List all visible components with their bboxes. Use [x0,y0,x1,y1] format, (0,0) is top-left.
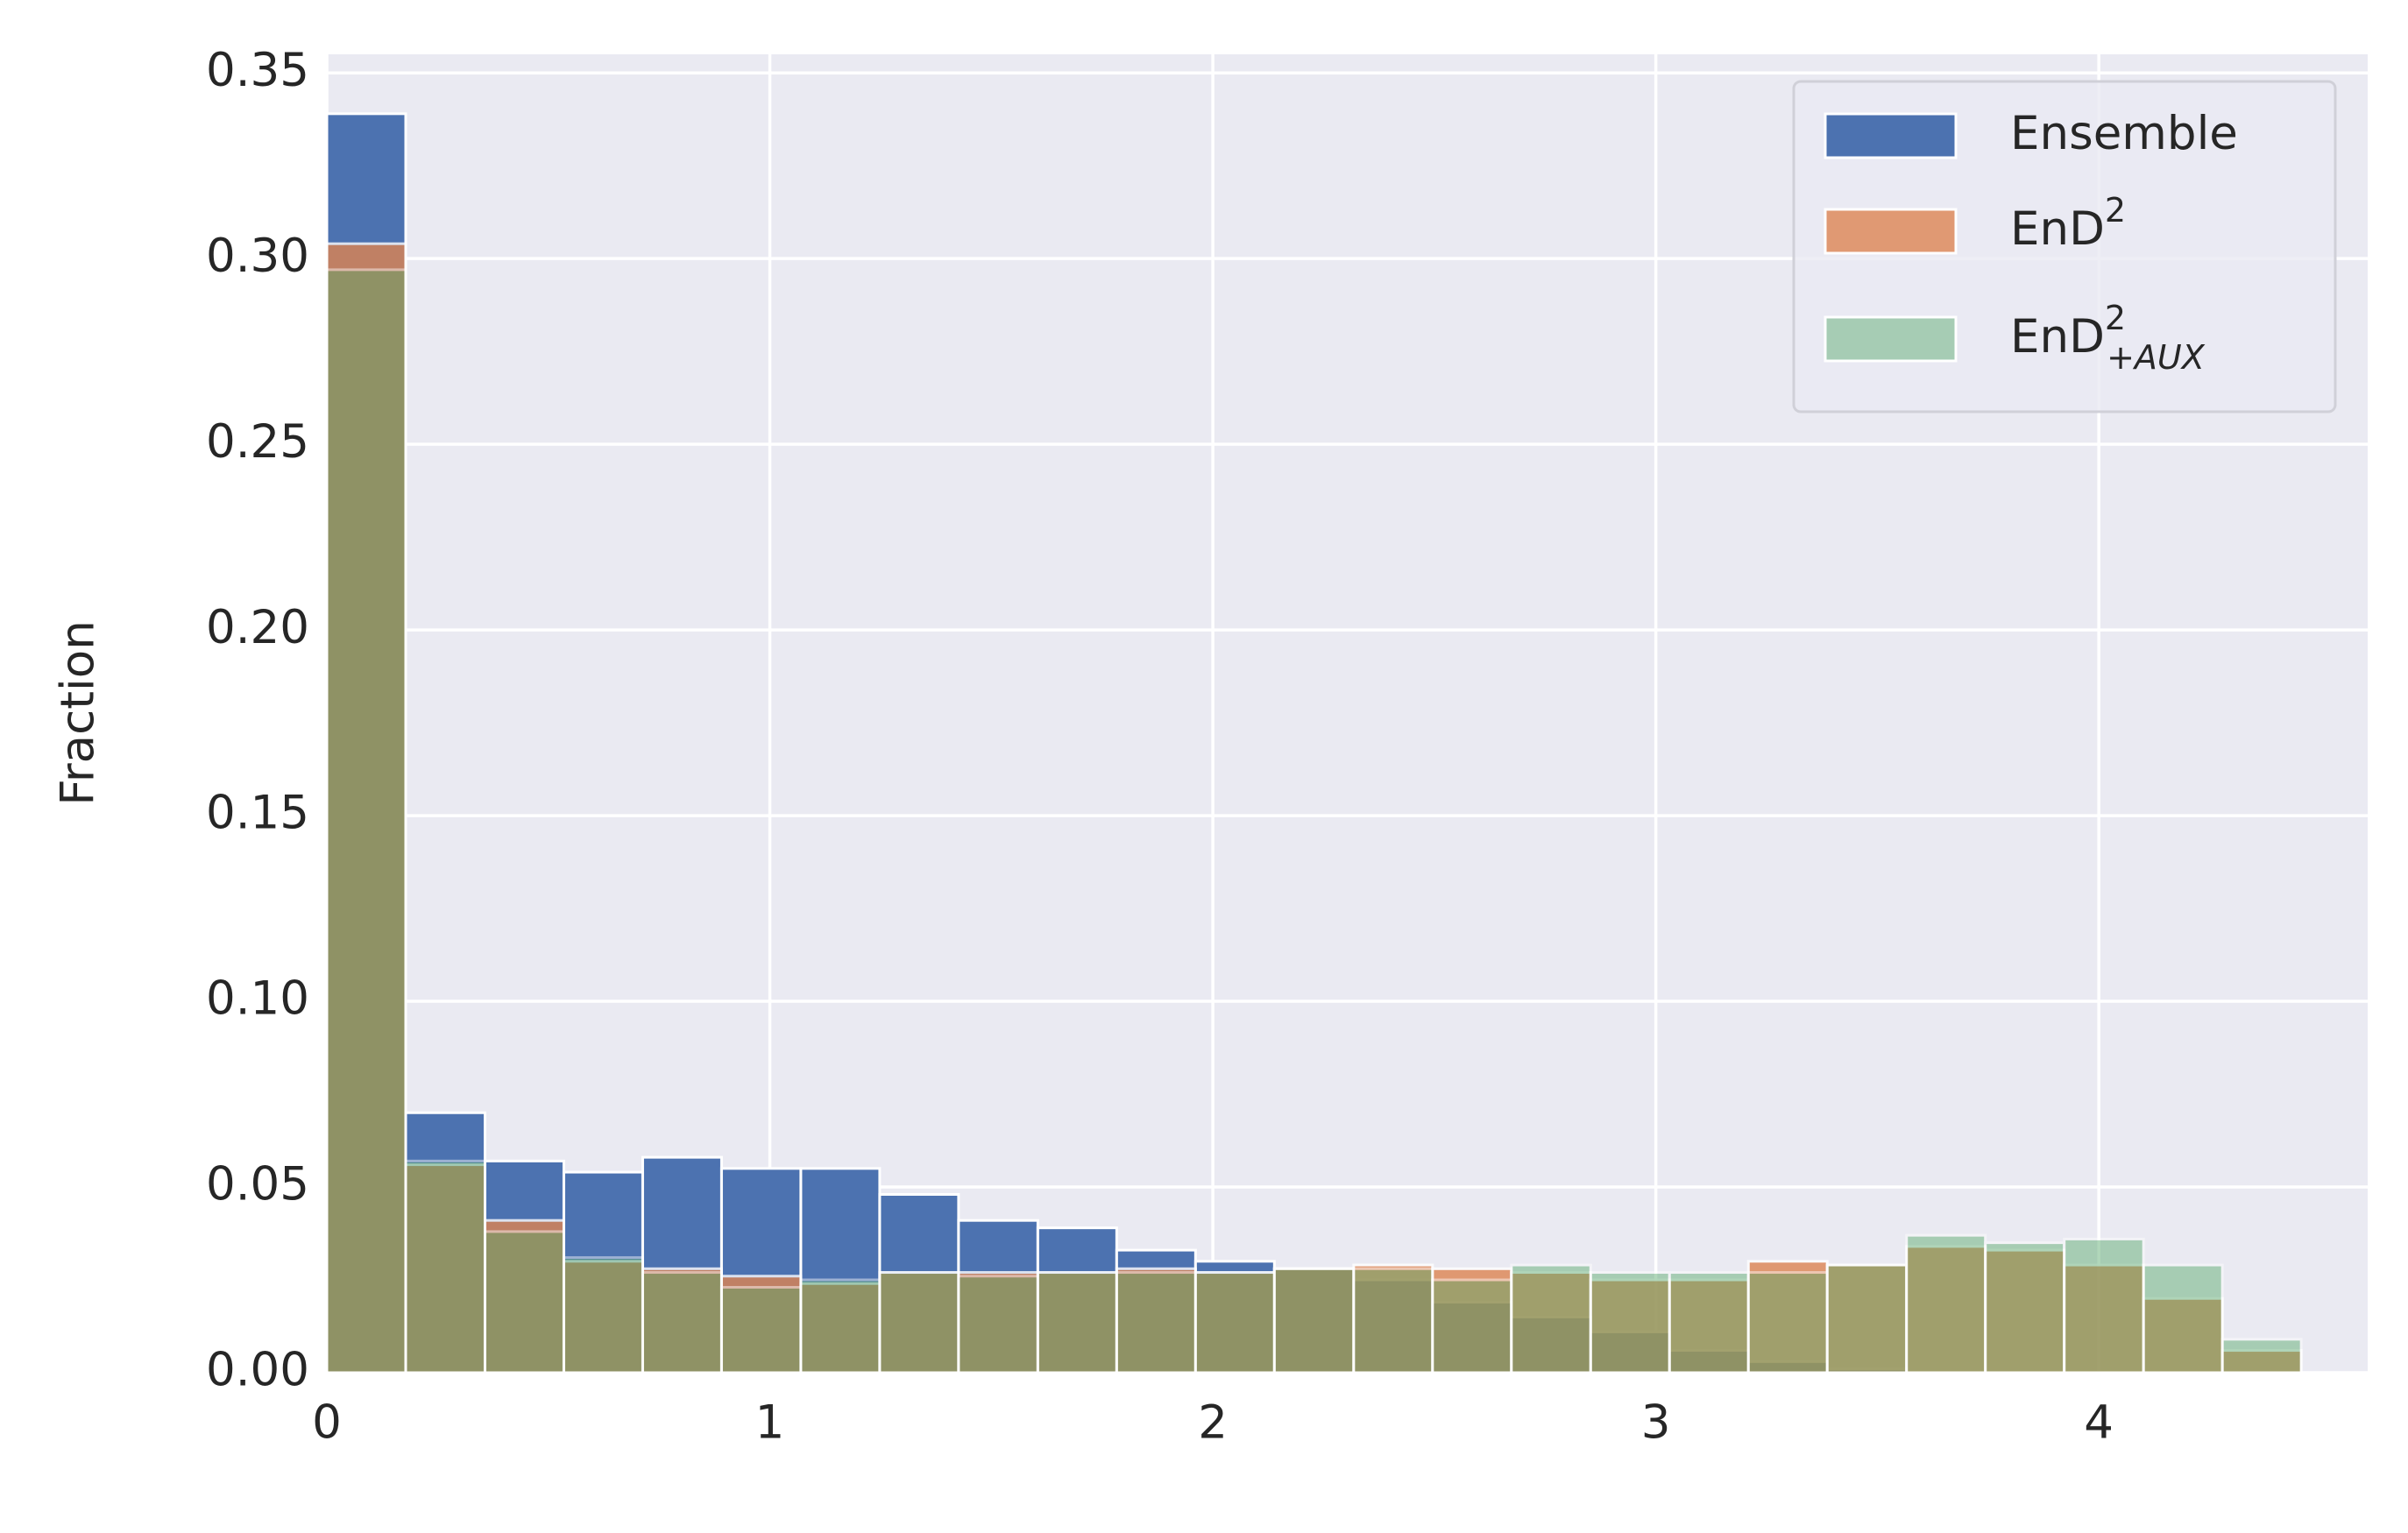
histogram-bar [562,1260,644,1374]
y-tick-label: 0.05 [206,1158,309,1212]
legend-label: EnD2 +AUX [2010,299,2206,377]
legend-sub: +AUX [2107,338,2206,377]
legend-swatch [1824,208,1958,255]
y-tick-label: 0.10 [206,972,309,1026]
legend-sup: 2 [2105,299,2126,337]
y-tick-label: 0.20 [206,601,309,654]
histogram-bar [957,1271,1039,1374]
x-tick-label: 1 [755,1396,785,1450]
histogram-bar [562,1256,644,1374]
histogram-bar [878,1271,960,1374]
x-tick-label: 2 [1198,1396,1228,1450]
series [325,242,2303,1374]
histogram-bar [483,1230,565,1374]
y-tick-label: 0.15 [206,787,309,840]
y-tick-label: 0.00 [206,1344,309,1397]
histogram-bar [719,1275,803,1374]
histogram-bar [1905,1245,1987,1374]
histogram-bar [1746,1271,1829,1374]
histogram-bar [1352,1267,1434,1374]
histogram-bar [2142,1263,2224,1374]
histogram-bar [404,1159,486,1374]
histogram-bar [2220,1349,2303,1374]
histogram-bar [1589,1278,1671,1374]
histogram-bar [799,1282,882,1374]
histogram-bar [641,1271,723,1374]
legend-swatch [1824,315,1958,363]
histogram-bar [1984,1241,2066,1374]
histogram-bar [1510,1263,1592,1374]
y-tick-label: 0.35 [206,44,309,97]
x-tick-label: 3 [1641,1396,1671,1450]
legend-swatch [1824,112,1958,159]
y-tick-label: 0.30 [206,230,309,283]
histogram-bar [1272,1267,1356,1374]
x-tick-label: 4 [2084,1396,2114,1450]
histogram-bar [1193,1271,1276,1374]
histogram-bar [1272,1267,1356,1374]
histogram-bar [2142,1296,2224,1374]
legend-box [1792,80,2337,413]
series [325,268,2303,1374]
histogram-bar [1431,1278,1513,1374]
legend-sup: 2 [2105,191,2126,230]
y-axis-label: Fraction [52,620,105,806]
histogram-bar [1193,1271,1276,1374]
histogram-bar [325,242,407,1374]
histogram-bar [1984,1248,2066,1374]
histogram-bar [1036,1271,1118,1374]
histogram-bar [719,1285,803,1374]
histogram-bar [799,1278,882,1374]
histogram-bar [957,1275,1039,1374]
y-tick-label: 0.25 [206,415,309,469]
histogram-bar [1668,1278,1750,1374]
histogram-bar [2220,1338,2303,1374]
histogram-bar [1115,1271,1197,1374]
histogram-bar [2063,1237,2145,1374]
histogram-bar [1905,1233,1987,1374]
legend-label: Ensemble [2010,107,2238,160]
histogram-bar [1431,1267,1513,1374]
histogram-bar [1589,1271,1671,1374]
legend-name: EnD [2010,310,2105,364]
histogram-bar [325,268,407,1374]
legend-name: Ensemble [2010,107,2238,160]
histogram-bar [404,1163,486,1374]
x-tick-label: 0 [312,1396,342,1450]
histogram-bar [1036,1271,1118,1374]
histogram-bar [1510,1271,1592,1374]
legend-name: EnD [2010,202,2105,256]
histogram-bar [1825,1263,1909,1374]
legend-label: EnD2 [2010,191,2126,256]
histogram-bar [1115,1267,1197,1374]
histogram-bar [1668,1271,1750,1374]
